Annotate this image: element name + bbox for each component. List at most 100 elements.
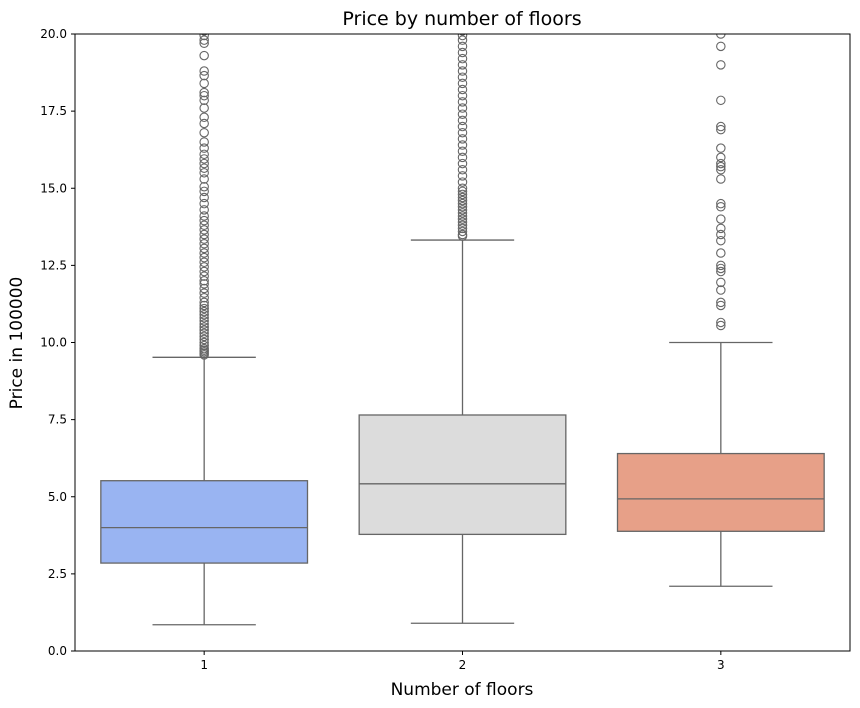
outlier-1-5 <box>199 340 209 351</box>
outlier-2-38 <box>457 47 468 58</box>
y-tick-label-4: 10.0 <box>40 336 67 350</box>
y-tick-label-2: 5.0 <box>48 490 67 504</box>
outlier-1-22 <box>199 283 209 294</box>
outlier-1-33 <box>199 234 209 244</box>
outlier-2-1 <box>457 229 468 240</box>
outlier-1-27 <box>199 262 209 272</box>
outlier-2-21 <box>457 152 468 163</box>
outlier-2-31 <box>457 90 468 101</box>
outlier-1-36 <box>199 220 209 231</box>
outlier-2-24 <box>457 134 468 144</box>
chart-title: Price by number of floors <box>342 8 581 30</box>
outlier-1-29 <box>199 252 209 263</box>
outlier-2-2 <box>457 226 468 237</box>
y-axis-label: Price in 100000 <box>7 277 27 410</box>
outlier-1-25 <box>199 271 209 281</box>
outlier-1-38 <box>199 211 209 221</box>
outlier-3-12 <box>716 223 726 234</box>
outlier-1-58 <box>199 87 209 98</box>
outlier-1-63 <box>199 38 209 49</box>
outlier-1-31 <box>199 243 209 254</box>
outlier-1-55 <box>199 103 209 113</box>
y-tick-label-5: 12.5 <box>40 258 67 272</box>
outlier-2-4 <box>457 220 468 231</box>
outlier-3-24 <box>716 95 726 106</box>
outlier-2-27 <box>457 115 468 126</box>
outlier-3-0 <box>716 320 726 331</box>
outlier-2-42 <box>458 34 467 36</box>
y-tick-label-1: 2.5 <box>48 567 67 581</box>
outlier-1-26 <box>199 266 209 277</box>
outlier-1-61 <box>199 66 209 76</box>
outlier-2-41 <box>457 34 468 41</box>
outlier-3-7 <box>716 263 726 274</box>
outlier-3-17 <box>716 164 726 175</box>
outlier-2-36 <box>457 60 468 70</box>
outlier-1-60 <box>199 70 209 81</box>
plot-area <box>74 33 851 652</box>
outlier-2-13 <box>457 192 468 203</box>
outlier-3-27 <box>716 34 726 39</box>
outlier-1-52 <box>199 127 209 138</box>
box-2 <box>358 414 567 536</box>
outlier-1-8 <box>199 331 209 342</box>
outlier-2-26 <box>457 121 468 132</box>
outlier-1-4 <box>199 343 209 354</box>
outlier-1-34 <box>199 229 209 240</box>
outlier-1-17 <box>199 303 209 314</box>
outlier-2-25 <box>457 127 468 138</box>
outlier-3-20 <box>716 152 726 163</box>
outlier-2-22 <box>457 146 468 156</box>
y-tick-label-6: 15.0 <box>40 181 67 195</box>
outlier-2-37 <box>457 53 468 64</box>
outlier-2-12 <box>457 195 468 206</box>
outlier-3-9 <box>716 248 726 258</box>
outlier-2-32 <box>457 84 468 95</box>
outlier-1-57 <box>199 90 209 101</box>
outlier-3-23 <box>716 121 726 132</box>
outlier-3-25 <box>716 60 726 70</box>
outlier-1-7 <box>199 334 209 345</box>
outlier-1-37 <box>199 215 209 226</box>
outlier-1-46 <box>199 163 209 173</box>
outlier-1-49 <box>199 149 209 160</box>
outlier-1-20 <box>199 293 209 303</box>
outlier-1-15 <box>199 309 209 320</box>
outlier-2-23 <box>457 140 468 150</box>
outlier-2-29 <box>457 103 468 113</box>
outlier-2-9 <box>457 205 468 215</box>
outlier-2-16 <box>457 183 468 194</box>
outlier-1-11 <box>199 322 209 332</box>
outlier-3-2 <box>716 300 726 311</box>
y-tick-label-0: 0.0 <box>48 644 67 658</box>
box-group-3 <box>616 34 825 587</box>
outlier-3-5 <box>716 277 726 288</box>
outlier-2-39 <box>457 41 468 52</box>
outlier-1-24 <box>199 276 209 286</box>
outlier-1-35 <box>199 225 209 235</box>
outlier-2-33 <box>457 78 468 89</box>
outlier-2-20 <box>457 158 468 169</box>
outlier-1-6 <box>199 337 209 348</box>
outlier-3-26 <box>716 41 726 52</box>
outlier-2-28 <box>457 109 468 119</box>
outlier-1-47 <box>199 158 209 169</box>
x-axis-label: Number of floors <box>391 680 534 700</box>
outlier-1-41 <box>199 192 209 203</box>
outlier-2-35 <box>457 66 468 76</box>
x-axis: 1 2 3 <box>200 651 725 672</box>
outlier-1-39 <box>199 205 209 215</box>
outlier-3-15 <box>716 198 726 209</box>
outlier-2-15 <box>457 186 468 197</box>
outlier-2-14 <box>457 189 468 200</box>
outlier-1-12 <box>199 319 209 329</box>
outlier-3-8 <box>716 260 726 271</box>
outlier-3-19 <box>716 158 726 169</box>
outlier-2-30 <box>457 97 468 107</box>
outlier-1-23 <box>199 279 209 289</box>
outlier-3-1 <box>716 317 726 328</box>
outlier-2-40 <box>457 35 468 45</box>
outlier-1-65 <box>199 34 209 41</box>
outlier-1-48 <box>199 154 209 164</box>
outlier-2-6 <box>457 214 468 224</box>
